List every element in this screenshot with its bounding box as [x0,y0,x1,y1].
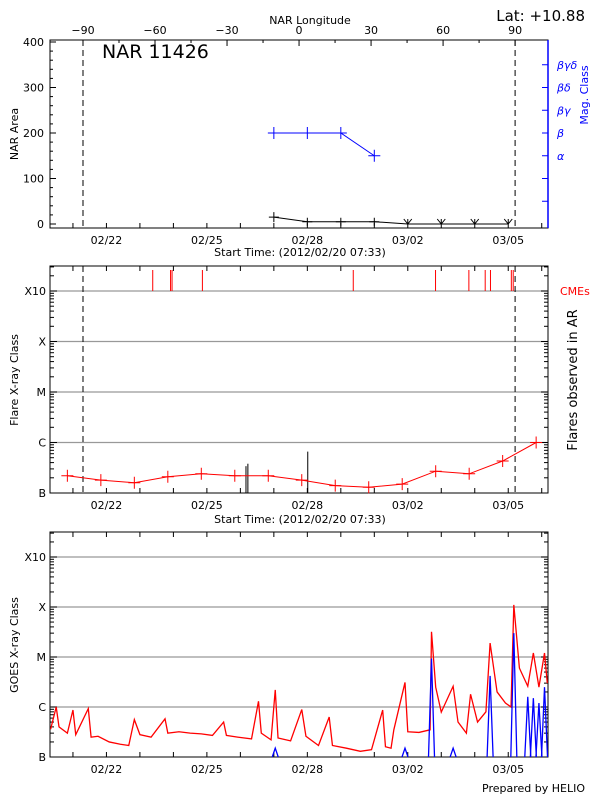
area-line [273,216,509,225]
mag-class-tick-label: β [556,127,564,140]
lon-tick-label: 90 [508,24,522,37]
lon-tick-label: −60 [143,24,166,37]
goes-short-spike [486,675,494,758]
flare-class-point [429,465,442,478]
x-tick-label: 03/05 [492,499,524,512]
panel2-y2label: Flares observed in AR [566,309,581,450]
area-point [403,218,413,225]
flare-class-point [228,469,241,482]
y-tick-label: B [38,751,46,764]
area-point [503,218,513,225]
lon-tick-label: 30 [364,24,378,37]
flare-class-point [463,467,476,480]
flare-class-point [396,478,409,491]
x-tick-label: 03/05 [492,234,524,247]
y-tick-label: X [38,601,46,614]
goes-short-spike [535,703,543,758]
y-tick-label: 200 [23,127,44,140]
x-tick-label: 02/25 [191,499,223,512]
goes-short-spike [529,698,538,758]
flare-class-point [496,455,509,468]
credit-label: Prepared by HELIO [482,782,585,795]
panel2-frame [49,265,549,494]
area-point [268,212,279,223]
x-tick-label: 02/28 [291,499,323,512]
area-point [335,217,346,226]
x-tick-label: 03/05 [492,763,524,776]
goes-short-spike [524,696,532,758]
area-point [470,218,480,225]
mag-class-tick-label: βγ [556,104,571,117]
panel2-xlabel: Start Time: (2012/02/20 07:33) [214,513,386,526]
area-point [302,217,313,226]
x-tick-label: 02/25 [191,763,223,776]
flare-class-point [262,469,275,482]
x-tick-label: 02/28 [291,234,323,247]
goes-short-spike [401,746,409,758]
y-tick-label: 300 [23,82,44,95]
flare-class-point [128,476,141,489]
mag-class-point [301,127,314,139]
y-tick-label: C [38,437,46,450]
lon-tick-label: −30 [215,24,238,37]
flare-class-point [94,474,107,487]
flare-class-point [195,467,208,480]
panel1-frame [49,39,549,229]
y-tick-label: 0 [37,218,44,231]
latitude-label: Lat: +10.88 [496,7,585,25]
panel1-title: NAR 11426 [102,41,209,63]
x-tick-label: 03/02 [392,763,424,776]
area-point [369,217,380,226]
mag-class-point [368,149,381,162]
flare-class-point [61,469,74,482]
x-tick-label: 02/25 [191,234,223,247]
x-tick-label: 02/22 [91,234,123,247]
panel1-ylabel: NAR Area [8,108,21,160]
panel1-y2label: Mag. Class [578,65,591,124]
y-tick-label: B [38,487,46,500]
mag-class-line [273,132,375,157]
panel3-ylabel: GOES X-ray Class [8,597,21,693]
panel2-ylabel: Flare X-ray Class [8,334,21,426]
x-tick-label: 02/22 [91,499,123,512]
goes-short-spike [510,633,518,758]
panel3-frame [49,531,549,758]
lon-tick-label: −90 [71,24,94,37]
flare-class-point [295,474,308,487]
goes-short-spike [427,658,436,758]
panel1-xlabel: Start Time: (2012/02/20 07:33) [214,246,386,259]
y-tick-label: M [37,651,47,664]
x-tick-label: 02/22 [91,763,123,776]
goes-short-spike [271,746,279,758]
y-tick-label: X [38,336,46,349]
y-tick-label: X10 [24,285,46,298]
y-tick-label: 100 [23,173,44,186]
goes-short-spike [540,687,549,758]
lon-tick-label: 60 [436,24,450,37]
area-point [436,218,446,225]
x-tick-label: 02/28 [291,763,323,776]
cme-label: CMEs [560,285,590,298]
lon-tick-label: 0 [296,24,303,37]
mag-class-tick-label: βδ [556,82,571,95]
flare-class-point [329,479,342,492]
flare-class-point [530,436,543,449]
goes-short-spike [449,746,457,758]
mag-class-point [334,127,347,139]
x-tick-label: 03/02 [392,499,424,512]
y-tick-label: 400 [23,36,44,49]
goes-long-line [49,604,548,752]
top-axis-label: NAR Longitude [269,14,351,27]
mag-class-tick-label: βγδ [556,59,578,72]
mag-class-point [267,127,280,139]
y-tick-label: X10 [24,551,46,564]
x-tick-label: 03/02 [392,234,424,247]
mag-class-tick-label: α [557,150,565,163]
y-tick-label: C [38,701,46,714]
flare-class-point [362,481,375,494]
y-tick-label: M [37,386,47,399]
flare-class-point [161,470,174,483]
